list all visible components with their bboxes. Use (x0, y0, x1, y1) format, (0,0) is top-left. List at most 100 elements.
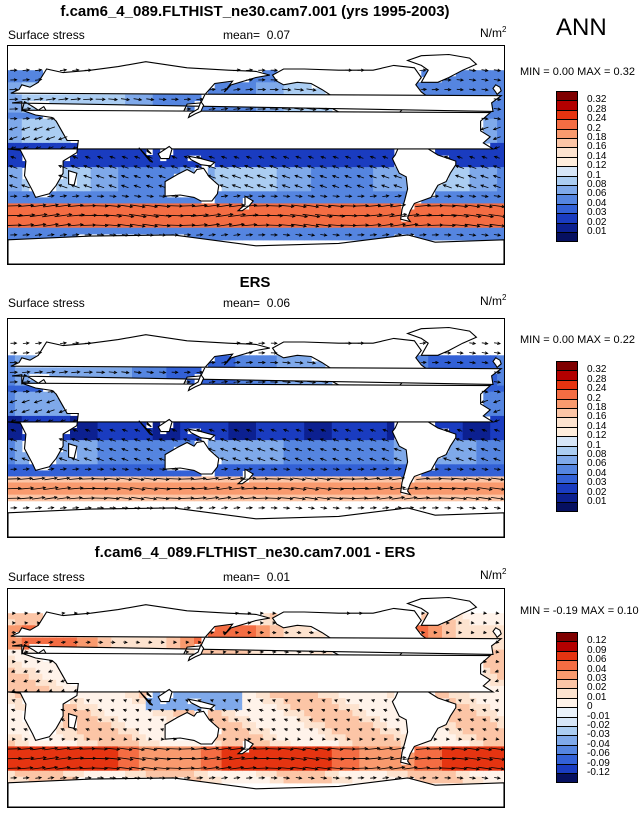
ocean-cell (262, 752, 271, 760)
ocean-cell (442, 746, 450, 754)
wind-vector (283, 467, 291, 471)
ocean-cell (132, 155, 140, 162)
ocean-cell (14, 233, 23, 241)
colorbar-label: -0.09 (587, 757, 610, 769)
ocean-cell (97, 452, 106, 459)
ocean-cell (290, 233, 298, 241)
wind-vector (143, 497, 158, 501)
ocean-cell (90, 770, 99, 778)
wind-vector (134, 776, 142, 780)
ocean-cell (345, 227, 354, 235)
ocean-cell (49, 770, 57, 778)
ocean-cell (497, 643, 504, 651)
wind-vector (456, 776, 464, 780)
ocean-cell (111, 173, 119, 180)
ocean-cell (290, 722, 298, 729)
colorbar-label: 0.01 (587, 226, 607, 237)
wind-vector (60, 718, 66, 722)
wind-vector (379, 476, 393, 481)
ocean-cell (97, 367, 106, 375)
wind-vector (403, 766, 418, 770)
ocean-cell (194, 470, 202, 478)
wind-vector (431, 194, 440, 198)
ocean-cell (304, 734, 312, 741)
ocean-cell (476, 764, 484, 772)
ocean-cell (249, 203, 257, 211)
ocean-cell (228, 428, 236, 435)
ocean-cell (269, 379, 278, 387)
colorbar-label: -0.02 (587, 720, 610, 731)
ocean-cell (476, 167, 484, 174)
ocean-cell (414, 758, 422, 766)
wind-vector (480, 447, 489, 452)
ocean-cell (83, 209, 92, 217)
ocean-cell (262, 106, 271, 114)
ocean-cell (373, 740, 381, 748)
wind-vector (278, 204, 295, 208)
ocean-cell (276, 233, 285, 241)
wind-vector (9, 107, 19, 111)
wind-vector (453, 477, 468, 481)
ocean-cell (304, 167, 312, 174)
ocean-cell (214, 379, 223, 387)
wind-vector (247, 650, 252, 654)
wind-vector (291, 204, 308, 209)
mean-label: mean= 0.07 (223, 28, 291, 42)
wind-vector (455, 457, 464, 462)
ocean-cell (476, 710, 484, 717)
wind-vector (419, 233, 427, 237)
ocean-cell (366, 446, 374, 453)
ocean-cell (194, 691, 202, 699)
ocean-cell (180, 155, 188, 162)
ocean-cell (21, 776, 30, 784)
ocean-cell (380, 155, 388, 162)
wind-vector (494, 679, 499, 683)
wind-vector (11, 650, 17, 654)
ocean-cell (490, 698, 498, 705)
ocean-cell (221, 734, 230, 741)
wind-vector (22, 146, 29, 150)
wind-vector (469, 68, 477, 72)
wind-vector (272, 650, 277, 654)
ocean-cell (290, 488, 298, 496)
ocean-cell (97, 691, 106, 699)
ocean-cell (118, 458, 126, 465)
wind-vector (270, 341, 278, 345)
wind-vector (10, 419, 17, 423)
wind-vector (130, 223, 146, 228)
ocean-cell (194, 209, 202, 217)
ocean-cell (235, 233, 243, 241)
wind-vector (133, 438, 141, 442)
ocean-cell (318, 740, 326, 748)
ocean-cell (290, 106, 298, 114)
ocean-cell (490, 673, 498, 681)
ocean-cell (90, 227, 99, 235)
wind-vector (358, 728, 363, 732)
ocean-cell (311, 458, 319, 465)
ocean-cell (414, 494, 422, 502)
ocean-cell (373, 776, 381, 784)
ocean-cell (228, 710, 236, 717)
ocean-cell (283, 764, 292, 772)
wind-vector (72, 467, 80, 471)
ocean-cell (56, 179, 64, 186)
coastline-japan (187, 643, 205, 662)
ocean-cell (345, 698, 354, 705)
wind-vector (22, 467, 30, 471)
ocean-cell (152, 155, 161, 162)
wind-vector (231, 164, 242, 169)
ocean-cell (386, 746, 395, 754)
ocean-cell (497, 215, 504, 223)
mean-value: 0.07 (266, 28, 291, 42)
wind-vector (393, 184, 402, 189)
wind-vector (8, 766, 22, 770)
ocean-cell (469, 746, 478, 754)
ocean-cell (21, 391, 30, 399)
ocean-cell (476, 355, 484, 362)
ocean-cell (490, 142, 498, 150)
ocean-cell (180, 221, 188, 229)
ocean-cell (249, 776, 257, 784)
ocean-cell (111, 710, 119, 717)
ocean-cell (49, 673, 57, 681)
wind-vector (217, 746, 232, 751)
